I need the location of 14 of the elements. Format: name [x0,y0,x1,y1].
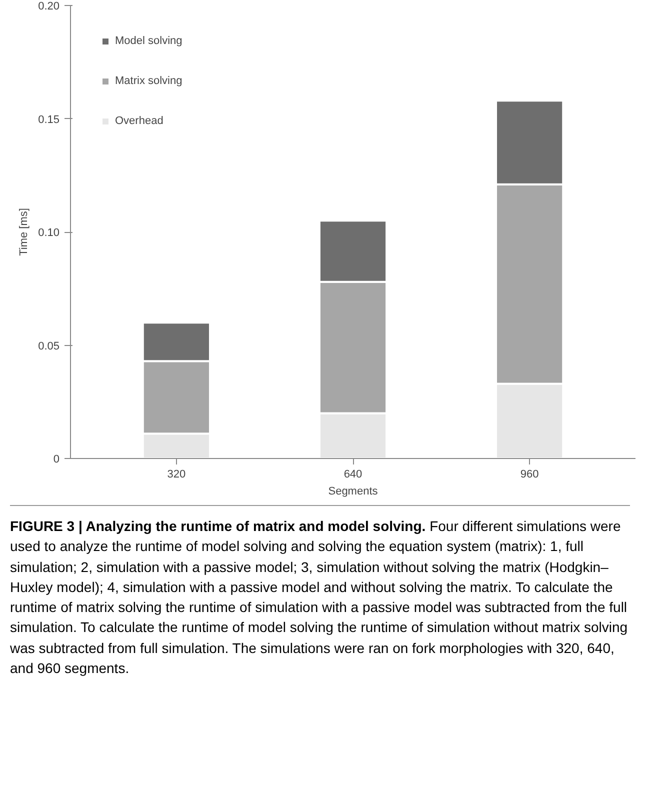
x-axis-title: Segments [328,486,378,498]
y-tick-label: 0 [53,454,60,466]
y-tick-label: 0.10 [38,227,60,239]
y-tick-label: 0.20 [38,0,60,12]
text: FIGURE 3 | Analyzing the runtime of matrix and model solving. [10,518,426,534]
y-axis-title: Time [ms] [18,208,30,256]
x-tick-label: 640 [344,468,362,480]
x-tick-label: 960 [520,468,539,480]
y-tick-label: 0.05 [38,340,60,352]
legend-label: Overhead [115,115,164,127]
x-tick-label: 320 [167,468,186,480]
legend-label: Matrix solving [115,75,182,87]
legend-label: Model solving [115,35,182,47]
y-tick-label: 0.15 [38,114,60,126]
